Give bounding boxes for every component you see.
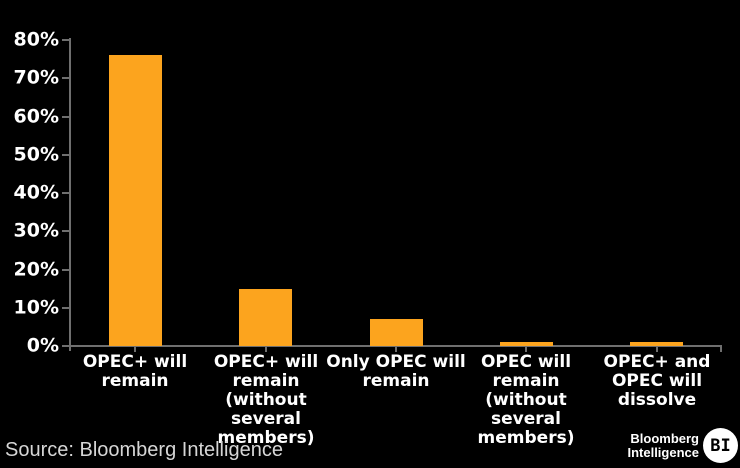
y-axis-tick-label-3: 30% — [13, 219, 59, 242]
y-axis-line — [69, 38, 71, 351]
bi-badge-icon: BI — [703, 428, 738, 463]
y-axis-tick-label-7: 70% — [13, 66, 59, 89]
chart-bar-4 — [630, 342, 683, 346]
x-axis-label-4: OPEC+ and OPEC will dissolve — [603, 352, 711, 410]
x-axis-tick — [525, 347, 527, 352]
x-axis-tick — [134, 347, 136, 352]
y-axis-tick — [62, 345, 69, 347]
x-axis-label-3: OPEC will remain (without several member… — [477, 352, 575, 448]
chart-bar-2 — [370, 319, 423, 346]
x-axis-tick — [395, 347, 397, 352]
y-axis-tick-label-4: 40% — [13, 181, 59, 204]
bloomberg-intelligence-logo: Bloomberg Intelligence BI — [627, 428, 738, 463]
y-axis-tick — [62, 153, 69, 156]
y-axis-tick-label-8: 80% — [13, 28, 59, 51]
source-text: Source: Bloomberg Intelligence — [5, 439, 283, 461]
y-axis-tick — [62, 268, 69, 271]
y-axis-tick — [62, 306, 69, 309]
x-axis-line — [69, 345, 722, 347]
y-axis-tick — [62, 39, 69, 41]
logo-line-2: Intelligence — [627, 444, 699, 460]
y-axis-tick-label-1: 10% — [13, 296, 59, 319]
y-axis-tick-label-5: 50% — [13, 143, 59, 166]
y-axis-tick — [62, 230, 69, 233]
x-axis-tick — [656, 347, 658, 352]
x-axis-label-0: OPEC+ will remain — [82, 352, 188, 391]
x-axis-label-2: Only OPEC will remain — [326, 352, 466, 391]
chart-bar-0 — [109, 55, 162, 346]
x-axis-tick — [265, 347, 267, 352]
y-axis-tick — [62, 192, 69, 194]
chart-bar-1 — [239, 289, 292, 346]
y-axis-tick-label-0: 0% — [26, 334, 59, 357]
y-axis-tick — [62, 77, 69, 80]
logo-wordmark: Bloomberg Intelligence — [627, 432, 699, 459]
x-axis-label-1: OPEC+ will remain (without several membe… — [213, 352, 319, 448]
chart-bar-3 — [500, 342, 553, 346]
y-axis-tick — [62, 115, 69, 118]
y-axis-tick-label-2: 20% — [13, 258, 59, 280]
x-axis-end-tick — [720, 347, 722, 352]
logo-line-1: Bloomberg — [630, 431, 699, 446]
y-axis-tick-label-6: 60% — [13, 105, 59, 127]
